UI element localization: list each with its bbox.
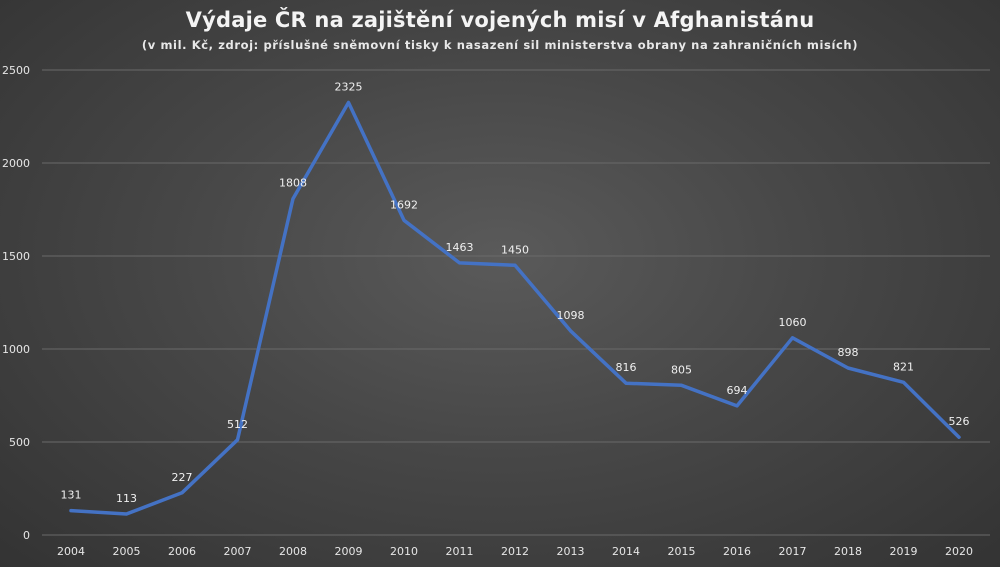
- x-axis-ticks: 2004 2005 2006 2007 2008 2009 2010 2011 2012 2013…: [57, 545, 973, 558]
- y-tick-label: 2000: [2, 157, 30, 170]
- data-label: 113: [116, 492, 137, 505]
- x-tick-label: 2009: [335, 545, 363, 558]
- data-label: 512: [227, 418, 248, 431]
- x-tick-label: 2010: [390, 545, 418, 558]
- x-tick-label: 2017: [779, 545, 807, 558]
- y-tick-label: 1000: [2, 343, 30, 356]
- data-labels: 131 113 227 512 1808 2325 1692 1463 1450 1098 816 8…: [61, 81, 970, 505]
- gridlines: [42, 69, 990, 536]
- data-label: 526: [949, 415, 970, 428]
- data-label: 694: [727, 384, 748, 397]
- chart-title: Výdaje ČR na zajištění vojených misí v A…: [185, 8, 815, 32]
- x-tick-label: 2016: [723, 545, 751, 558]
- x-tick-label: 2013: [557, 545, 585, 558]
- data-label: 898: [838, 346, 859, 359]
- data-label: 131: [61, 489, 82, 502]
- data-label: 1463: [446, 241, 474, 254]
- x-tick-label: 2007: [224, 545, 252, 558]
- x-tick-label: 2004: [57, 545, 85, 558]
- data-label: 1808: [279, 177, 307, 190]
- x-tick-label: 2011: [446, 545, 474, 558]
- data-label: 821: [893, 360, 914, 373]
- y-tick-label: 2500: [2, 64, 30, 77]
- x-tick-label: 2008: [279, 545, 307, 558]
- y-tick-label: 1500: [2, 250, 30, 263]
- y-tick-label: 500: [9, 436, 30, 449]
- data-label: 1450: [501, 243, 529, 256]
- x-tick-label: 2019: [890, 545, 918, 558]
- data-label: 1692: [390, 198, 418, 211]
- x-tick-label: 2006: [168, 545, 196, 558]
- x-tick-label: 2015: [668, 545, 696, 558]
- data-label: 2325: [335, 81, 363, 94]
- y-axis-ticks: 0 500 1000 1500 2000 2500: [2, 64, 30, 542]
- chart-subtitle: (v mil. Kč, zdroj: příslušné sněmovní ti…: [141, 38, 859, 52]
- x-tick-label: 2018: [834, 545, 862, 558]
- x-tick-label: 2012: [501, 545, 529, 558]
- data-label: 805: [671, 363, 692, 376]
- y-tick-label: 0: [23, 529, 30, 542]
- series-layer: [69, 100, 961, 516]
- series-line: [69, 100, 961, 516]
- data-label: 1060: [779, 316, 807, 329]
- data-label: 1098: [557, 309, 585, 322]
- x-tick-label: 2014: [612, 545, 640, 558]
- x-tick-label: 2020: [945, 545, 973, 558]
- data-label: 227: [172, 471, 193, 484]
- data-label: 816: [616, 361, 637, 374]
- x-tick-label: 2005: [113, 545, 141, 558]
